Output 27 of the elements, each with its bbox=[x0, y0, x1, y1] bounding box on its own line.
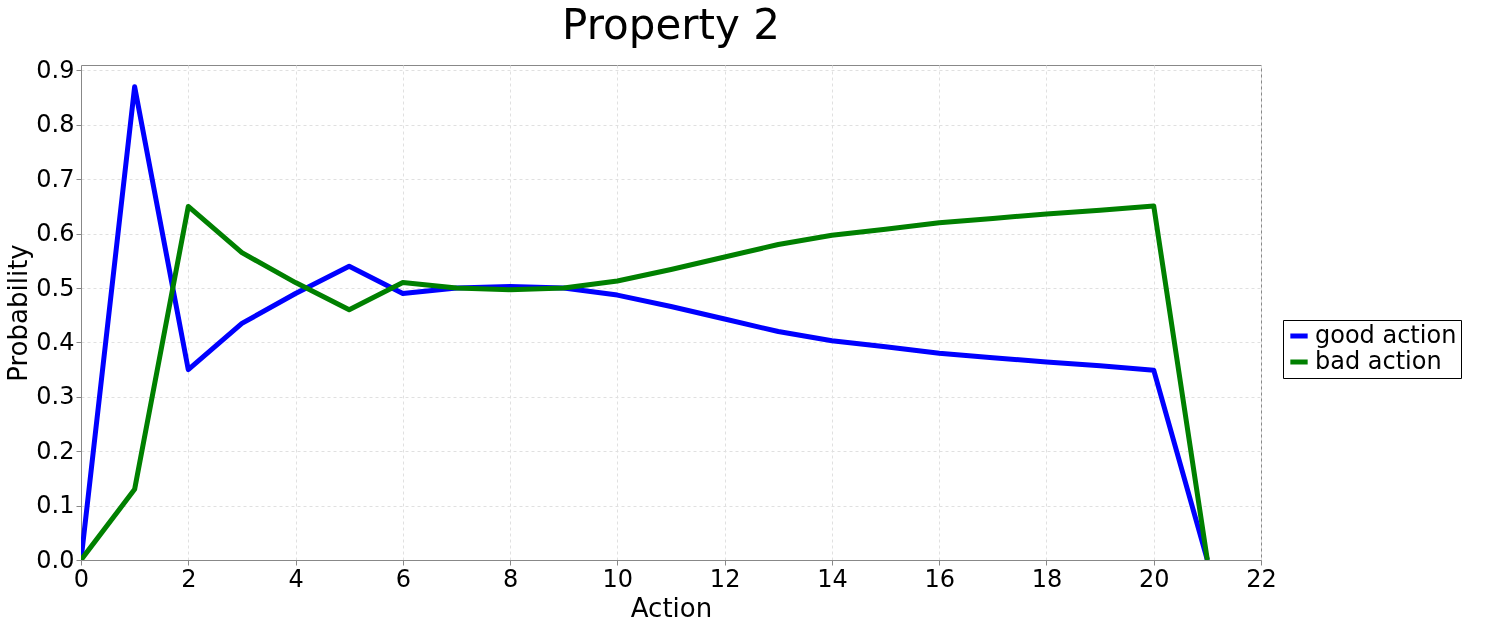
x-tick-label: 6 bbox=[395, 564, 411, 593]
y-tick-label: 0.1 bbox=[36, 491, 75, 520]
x-tick-label: 16 bbox=[924, 564, 955, 593]
x-tick-label: 8 bbox=[502, 564, 519, 593]
x-tick-label: 22 bbox=[1246, 564, 1277, 593]
y-tick-label: 0.7 bbox=[36, 164, 75, 193]
x-tick-label: 20 bbox=[1138, 564, 1170, 593]
y-tick-label: 0.5 bbox=[36, 273, 75, 302]
x-axis-title: Action bbox=[630, 592, 713, 623]
legend-label: bad action bbox=[1315, 347, 1442, 375]
y-tick-label: 0.2 bbox=[36, 436, 75, 465]
x-tick-label: 14 bbox=[817, 564, 848, 593]
y-tick-label: 0.6 bbox=[36, 219, 75, 248]
x-tick-label: 10 bbox=[602, 564, 634, 593]
x-tick-label: 12 bbox=[709, 564, 741, 593]
y-tick-label: 0.9 bbox=[36, 55, 75, 84]
x-tick-label: 2 bbox=[181, 564, 197, 593]
x-tick-label: 4 bbox=[288, 564, 304, 593]
y-tick-label: 0.4 bbox=[36, 327, 75, 356]
x-tick-label: 0 bbox=[73, 564, 90, 593]
y-axis-title: Probability bbox=[3, 244, 34, 382]
x-tick-label: 18 bbox=[1031, 564, 1063, 593]
legend-label: good action bbox=[1315, 321, 1457, 349]
y-tick-label: 0.0 bbox=[36, 545, 75, 574]
y-tick-label: 0.8 bbox=[36, 110, 75, 139]
y-tick-label: 0.3 bbox=[36, 382, 75, 411]
chart-title: Property 2 bbox=[562, 0, 780, 50]
